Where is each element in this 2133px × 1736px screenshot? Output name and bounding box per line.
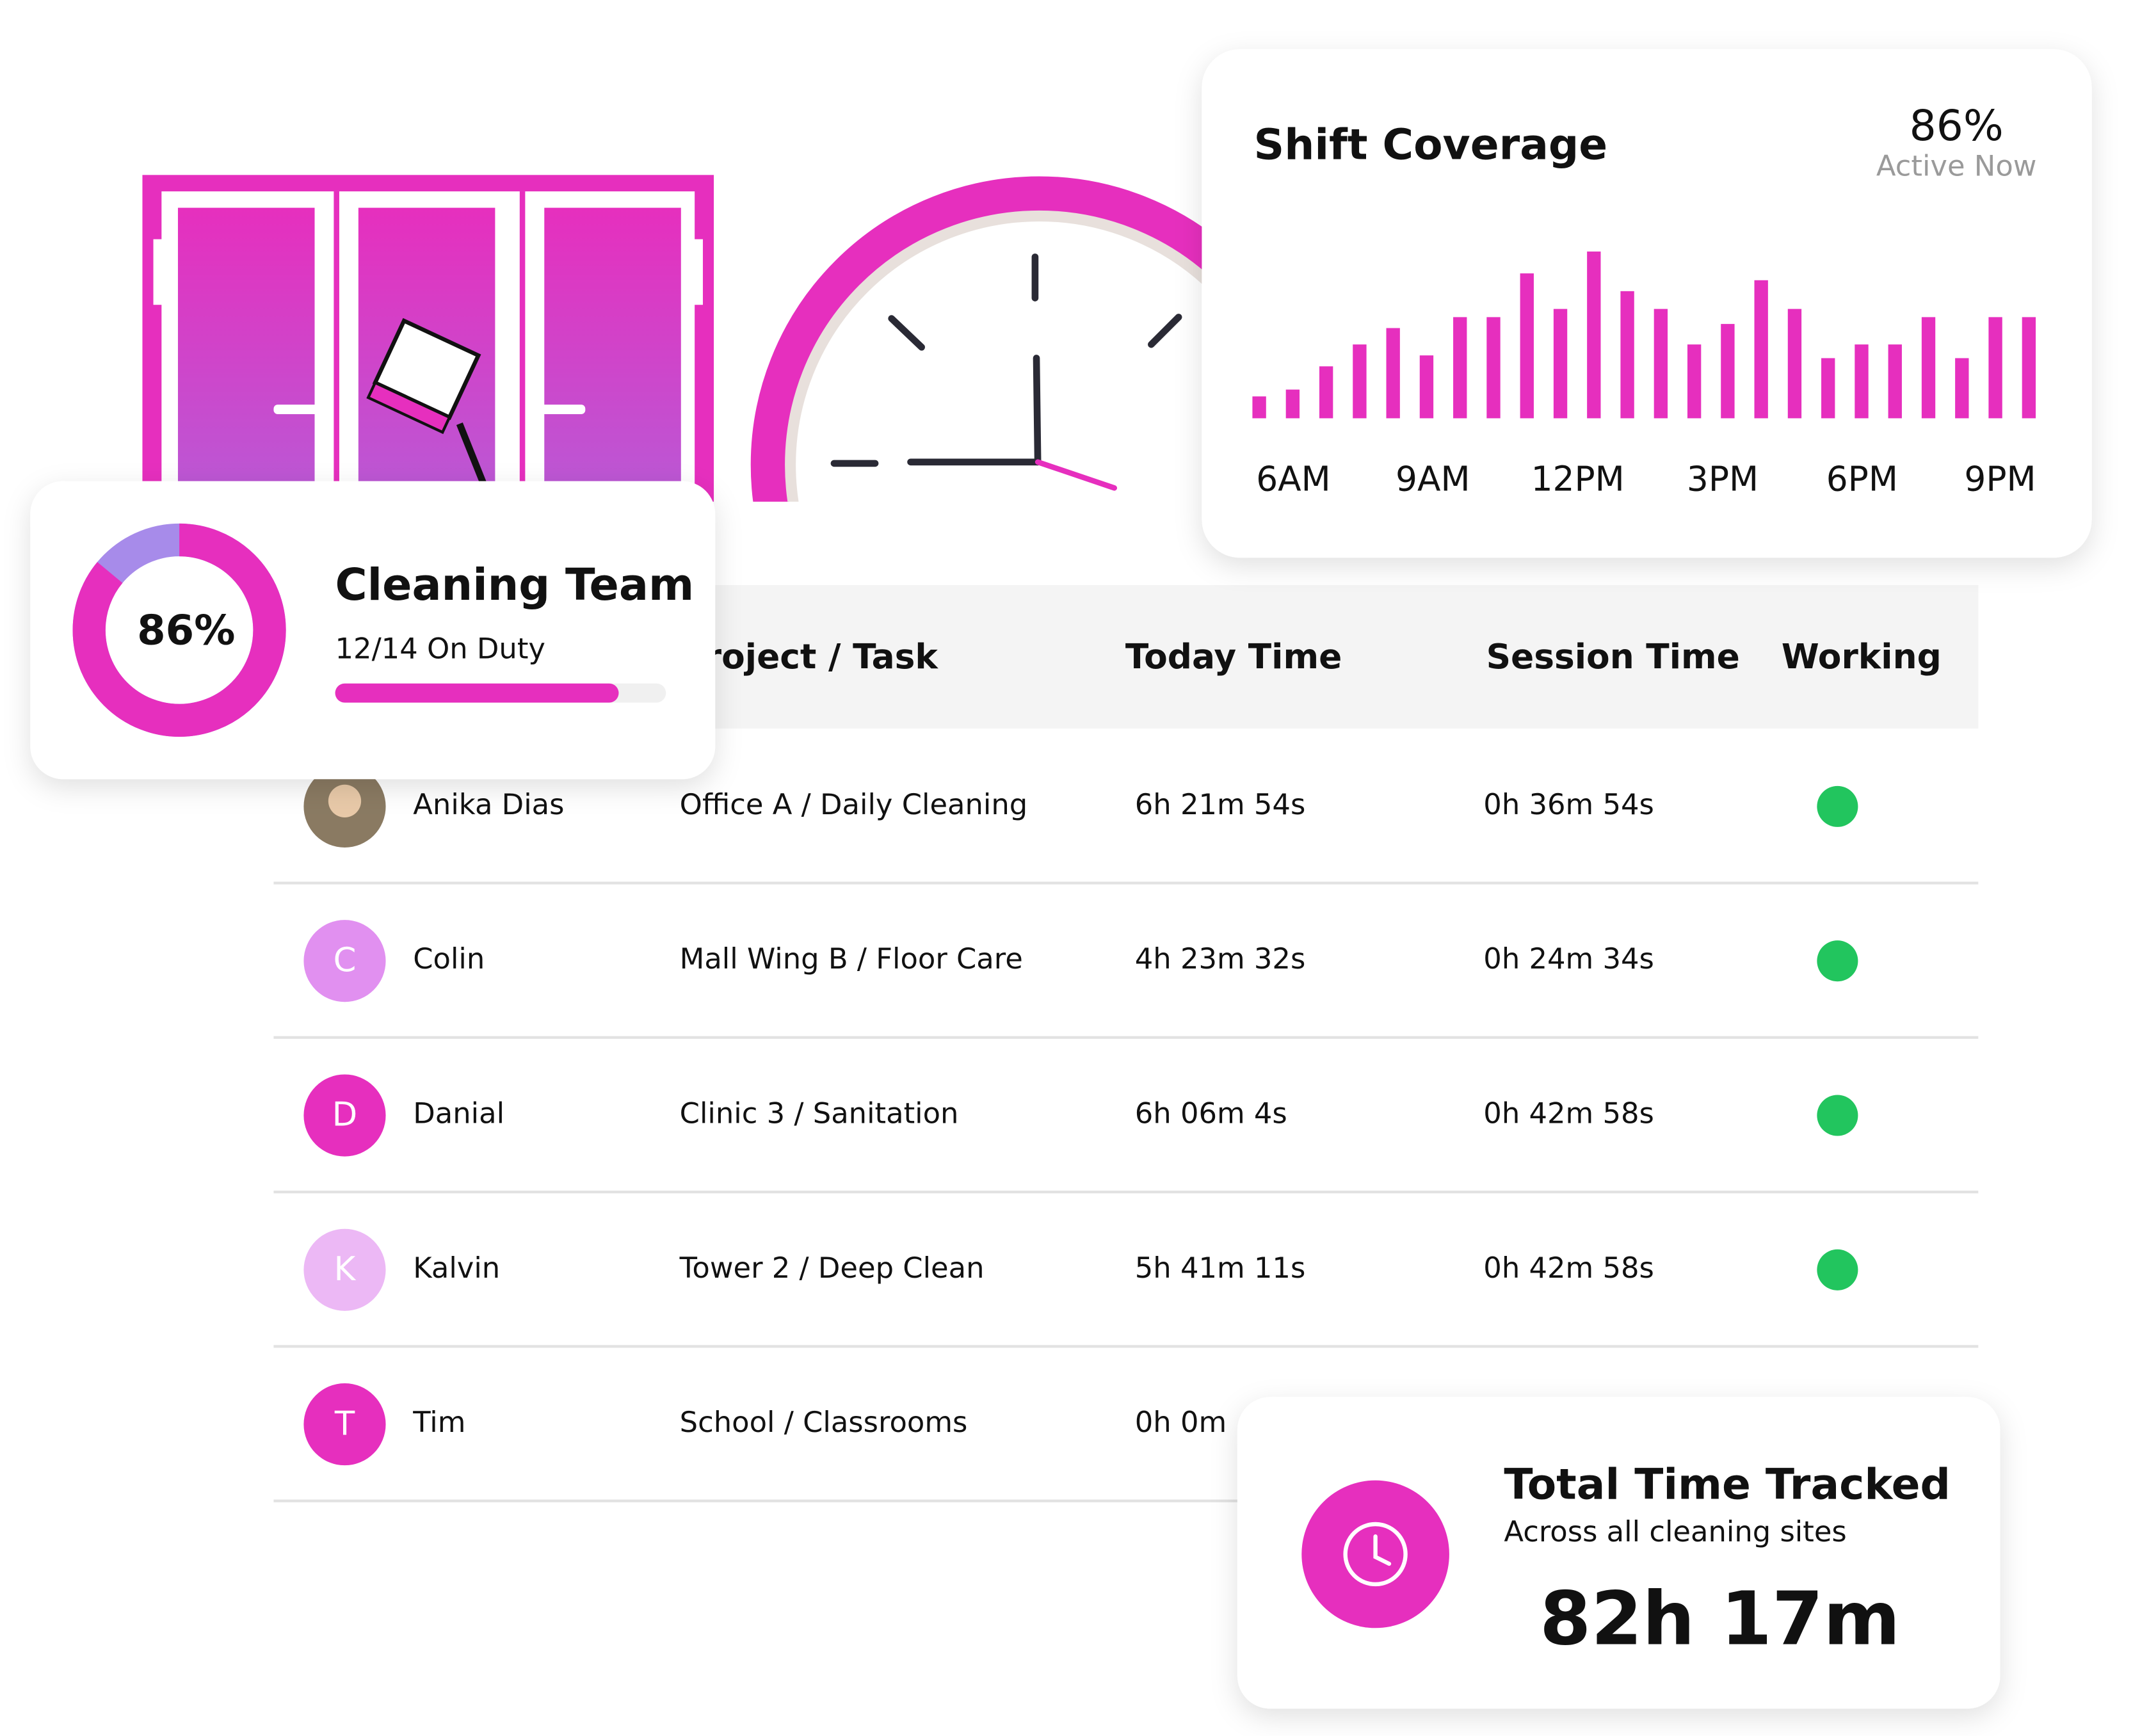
bar [1319,366,1333,419]
task: Office A / Daily Cleaning [680,787,1028,821]
bar [1353,344,1367,419]
member-name: Danial [413,1097,504,1130]
coverage-subtitle: Active Now [1876,149,2037,183]
bar [1921,317,1936,419]
session-time: 0h 24m 34s [1483,942,1654,976]
column-header: Session Time [1486,636,1740,677]
bar [1386,328,1400,419]
session-time: 0h 36m 54s [1483,787,1654,821]
bar [1821,358,1835,419]
duty-label: 12/14 On Duty [335,631,545,665]
task: Tower 2 / Deep Clean [679,1251,985,1285]
cleaning-team-card: 86% Cleaning Team 12/14 On Duty [30,481,716,780]
avatar-face [328,784,362,817]
bar [1252,396,1266,419]
avatar-initial: C [334,941,357,979]
card-title: Total Time Tracked [1504,1459,1951,1509]
avatar-initial: D [332,1096,357,1134]
member-name: Tim [412,1405,465,1439]
x-label: 6AM [1256,458,1331,499]
window-illustration [142,175,714,502]
bar [1486,317,1501,419]
bar [1787,309,1802,419]
coverage-value: 86% [1910,101,2004,150]
task: School / Classrooms [680,1405,968,1439]
clock-illustration [750,176,1328,502]
working-dot [1817,1249,1858,1290]
session-time: 0h 42m 58s [1483,1097,1654,1130]
column-header: Today Time [1125,636,1342,677]
today-time: 6h 06m 4s [1135,1097,1287,1130]
today-time: 6h 21m 54s [1135,787,1306,821]
session-time: 0h 42m 58s [1483,1251,1654,1285]
total-time-card: Total Time Tracked Across all cleaning s… [1237,1397,2000,1709]
x-label: 9AM [1396,458,1470,499]
bar [2022,317,2036,419]
bar [1855,344,1869,419]
working-dot [1817,785,1858,827]
column-header: Project / Task [680,636,939,677]
avatar [303,1074,386,1157]
bar [1988,317,2002,419]
avatar-initial: T [334,1404,355,1443]
x-label: 3PM [1687,458,1759,499]
card-subtitle: Across all cleaning sites [1504,1515,1846,1548]
avatar [303,920,386,1002]
bar [1754,280,1768,419]
shift-coverage-card: Shift Coverage 86% Active Now 6AM 9AM 12PM… [1202,49,2092,558]
x-label: 6PM [1826,458,1898,499]
task: Mall Wing B / Floor Care [680,942,1023,976]
donut-label: 86% [137,607,235,654]
avatar [303,1383,386,1466]
bar [1520,273,1534,419]
avatar-initial: K [334,1250,357,1289]
bar [1620,291,1634,419]
progress-fill [335,683,619,703]
bar [1587,251,1601,419]
bar [1888,344,1902,419]
column-header: Working [1782,636,1942,677]
today-time: 4h 23m 32s [1135,942,1306,976]
working-dot [1817,940,1858,982]
bar [1453,317,1467,419]
working-dot [1817,1095,1858,1136]
bar [1285,389,1300,419]
today-time: 0h 0m [1135,1405,1227,1439]
member-name: Colin [413,942,485,976]
member-name: Anika Dias [413,787,564,821]
bar [1687,344,1702,419]
card-title: Shift Coverage [1254,120,1608,170]
x-label: 9PM [1964,458,2036,499]
bar [1721,324,1735,419]
x-label: 12PM [1531,458,1625,499]
today-time: 5h 41m 11s [1135,1251,1306,1285]
bar [1419,355,1434,419]
bar [1553,309,1568,419]
total-value: 82h 17m [1540,1577,1900,1662]
bar [1955,358,1969,419]
task: Clinic 3 / Sanitation [680,1097,959,1130]
avatar [303,1228,386,1311]
bar [1654,309,1668,419]
donut-segment [72,523,286,737]
card-title: Cleaning Team [335,560,695,611]
member-name: Kalvin [413,1251,500,1285]
